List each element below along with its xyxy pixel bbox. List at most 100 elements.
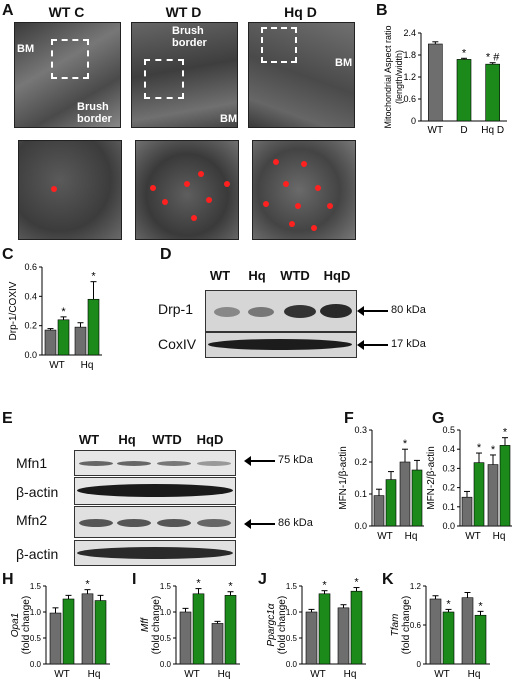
- band: [320, 304, 352, 318]
- significance-mark: *: [85, 579, 90, 591]
- y-tick-label: 0: [411, 116, 416, 126]
- y-axis-label: (fold change): [151, 596, 162, 654]
- y-tick-label: 0.0: [354, 521, 367, 531]
- blot-e-row-bactin-2: β-actin: [16, 546, 59, 562]
- y-axis-label: Tfam: [390, 614, 401, 637]
- arrow-icon: [244, 456, 275, 466]
- marker-dot: [263, 201, 269, 207]
- y-tick-label: 1.0: [30, 608, 42, 617]
- significance-mark: *: [61, 306, 66, 318]
- band: [157, 461, 191, 466]
- blot-d-row-coxiv: CoxIV: [158, 336, 197, 352]
- band: [197, 519, 231, 527]
- y-tick-label: 0.2: [24, 321, 37, 331]
- y-tick-label: 1.0: [286, 608, 298, 617]
- marker-dot: [224, 181, 230, 187]
- chart-f: 0.0 0.1 0.2 0.3 MFN-1/β-actin WT * Hq: [338, 425, 424, 542]
- bar: [399, 461, 411, 527]
- marker-dot: [273, 159, 279, 165]
- x-tick-label: WT: [377, 531, 393, 542]
- bar: [224, 595, 237, 665]
- marker-dot: [311, 225, 317, 231]
- y-tick-label: 0.5: [442, 425, 455, 435]
- em-image-wt-c: BM Brush border: [14, 22, 121, 128]
- x-tick-label: WT: [428, 125, 444, 136]
- bar: [461, 496, 473, 527]
- y-tick-label: 2.4: [403, 28, 416, 38]
- chart-b: 0 0.6 1.2 1.8 2.4 Mitochondrial Aspect ratio(…: [383, 25, 507, 136]
- y-tick-label: 0.6: [24, 262, 37, 272]
- bar: [373, 495, 385, 527]
- significance-mark: *: [196, 578, 201, 590]
- blot-e-lane-hq: Hq: [118, 432, 136, 447]
- y-tick-label: 0.5: [160, 634, 172, 643]
- bar: [473, 462, 485, 527]
- y-tick-label: 0.1: [442, 502, 455, 512]
- band: [77, 484, 233, 497]
- panel-letter-k: K: [382, 571, 394, 588]
- panel-letter-a: A: [2, 2, 14, 19]
- x-tick-label: Hq: [468, 669, 481, 680]
- bar: [474, 614, 487, 665]
- y-tick-label: 1.5: [160, 582, 172, 591]
- y-tick-label: 0.0: [24, 350, 37, 360]
- y-axis-label: (length/width): [394, 50, 404, 104]
- marker-dot: [191, 215, 197, 221]
- blot-mfn2: [74, 506, 236, 538]
- x-tick-label: Hq: [218, 669, 231, 680]
- marker-dot: [150, 185, 156, 191]
- em-image-wt-d: Brush border BM: [131, 22, 238, 128]
- bar: [456, 59, 472, 122]
- bar: [192, 593, 205, 665]
- marker-dot: [198, 171, 204, 177]
- chart-k: 0 0.6 1.2 Tfam (fold change) * WT * Hq: [390, 582, 490, 680]
- bar: [429, 598, 442, 665]
- panel-letter-g: G: [432, 410, 445, 427]
- y-axis-label: Opa1: [10, 613, 21, 637]
- marker-dot: [206, 197, 212, 203]
- bar: [81, 593, 94, 665]
- bar: [57, 319, 70, 356]
- y-tick-label: 0.5: [286, 634, 298, 643]
- arrow-icon: [357, 340, 388, 350]
- x-tick-label: Hq: [88, 669, 101, 680]
- blot-drp1: [205, 290, 357, 332]
- band: [284, 305, 316, 318]
- band: [117, 461, 151, 466]
- x-tick-label: WT: [54, 669, 70, 680]
- y-tick-label: 0.0: [442, 521, 455, 531]
- significance-mark: *: [491, 444, 496, 456]
- em-title-wt-c: WT C: [48, 4, 85, 20]
- y-tick-label: 0.0: [160, 660, 172, 669]
- band: [214, 307, 240, 317]
- band: [79, 519, 113, 527]
- y-tick-label: 0.3: [442, 463, 455, 473]
- bar: [179, 611, 192, 665]
- chart-j: 0.0 0.5 1.0 1.5 Ppargc1α (fold change) * WT * Hq: [266, 577, 366, 680]
- x-tick-label: Hq: [81, 360, 94, 371]
- bar: [44, 329, 57, 356]
- panel-letter-e: E: [2, 410, 13, 427]
- marker-dot: [162, 199, 168, 205]
- band: [77, 547, 233, 559]
- bar: [499, 445, 511, 527]
- significance-mark: *: [477, 442, 482, 454]
- bar: [87, 298, 100, 356]
- y-axis-label: MFN-2/β-actin: [426, 446, 437, 510]
- y-tick-label: 0.6: [410, 621, 422, 630]
- significance-mark: *: [354, 577, 359, 589]
- y-tick-label: 0.5: [30, 634, 42, 643]
- y-tick-label: 0.0: [286, 660, 298, 669]
- y-axis-label: (fold change): [21, 596, 32, 654]
- blot-e-row-mfn1: Mfn1: [16, 455, 48, 471]
- bar: [461, 597, 474, 665]
- chart-g: 0.0 0.1 0.2 0.3 0.4 0.5 MFN-2/β-actin * WT * * Hq: [426, 425, 512, 542]
- panel-letter-d: D: [160, 246, 172, 263]
- chart-h: 0.0 0.5 1.0 1.5 Opa1 (fold change) WT * Hq: [10, 579, 110, 680]
- em-zoom-wt-c: [18, 140, 122, 240]
- y-axis-label: (fold change): [277, 596, 288, 654]
- marker-dot: [295, 203, 301, 209]
- bar: [337, 607, 350, 665]
- panel-letter-c: C: [2, 246, 14, 263]
- x-tick-label: Hq: [405, 531, 418, 542]
